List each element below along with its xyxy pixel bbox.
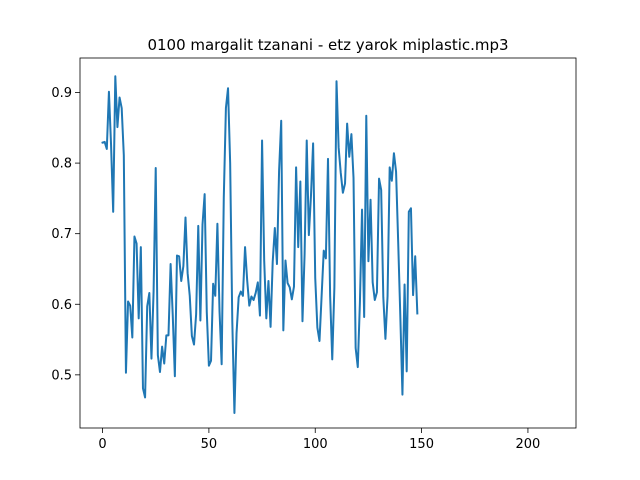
y-tick-label: 0.7: [51, 227, 72, 242]
axes-background: [80, 58, 576, 428]
plot-area: [79, 57, 577, 429]
x-axis: 0 50 100 150 200: [98, 428, 540, 452]
axes-frame: [79, 57, 577, 429]
chart-title: 0100 margalit tzanani - etz yarok miplas…: [147, 36, 508, 54]
series-layer: [101, 75, 419, 414]
y-tick-label: 0.6: [51, 298, 72, 313]
series-line-0: [101, 75, 419, 414]
y-axis: 0.5 0.6 0.7 0.8 0.9: [51, 86, 80, 383]
x-tick-label: 150: [409, 437, 434, 452]
x-tick-label: 100: [303, 437, 328, 452]
x-tick-label: 200: [516, 437, 541, 452]
y-tick-label: 0.9: [51, 86, 72, 101]
y-tick-label: 0.5: [51, 368, 72, 383]
y-tick-label: 0.8: [51, 157, 72, 172]
x-tick-label: 0: [98, 437, 106, 452]
x-tick-label: 50: [201, 437, 218, 452]
